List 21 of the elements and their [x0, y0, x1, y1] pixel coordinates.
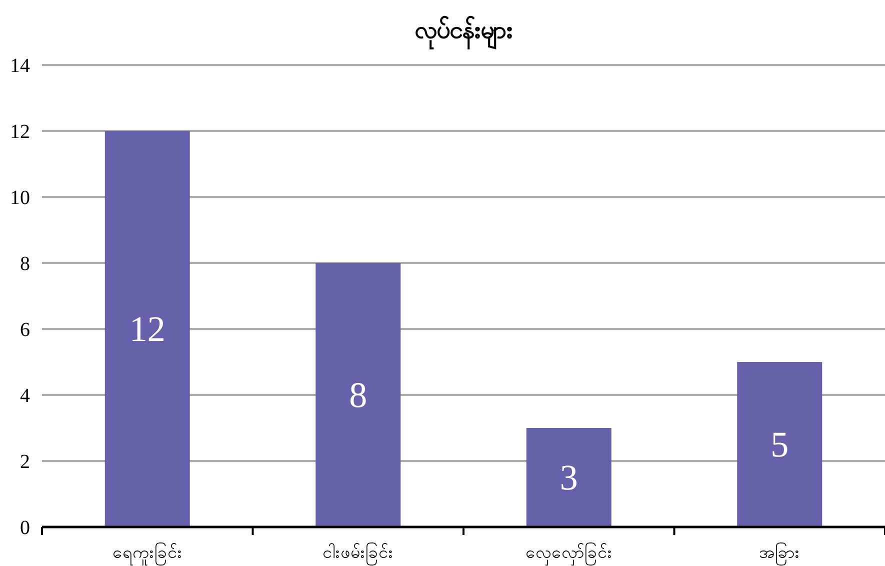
data-label: 5 [770, 424, 789, 464]
y-tick-label: 12 [10, 121, 30, 143]
y-tick-label: 0 [20, 517, 30, 539]
x-tick-label: လှေလှော်ခြင်း [525, 541, 612, 566]
y-tick-label: 8 [20, 253, 30, 275]
y-tick-label: 2 [20, 451, 30, 473]
data-label: 8 [349, 375, 368, 415]
x-tick-label: ငါးဖမ်းခြင်း [322, 541, 394, 566]
data-label: 3 [560, 458, 578, 498]
bar [526, 428, 612, 527]
bar [737, 362, 822, 527]
bar [316, 263, 401, 527]
y-tick-label: 4 [20, 385, 30, 407]
y-tick-label: 10 [10, 187, 30, 209]
data-label: 12 [129, 309, 166, 349]
bar [104, 131, 190, 527]
x-tick-label: ရေကူးခြင်း [112, 541, 182, 566]
chart-title: လုပ်ငန်းများ [414, 15, 512, 50]
y-tick-label: 6 [20, 319, 30, 341]
y-tick-label: 14 [10, 55, 30, 77]
x-tick-label: အခြား [759, 541, 800, 566]
